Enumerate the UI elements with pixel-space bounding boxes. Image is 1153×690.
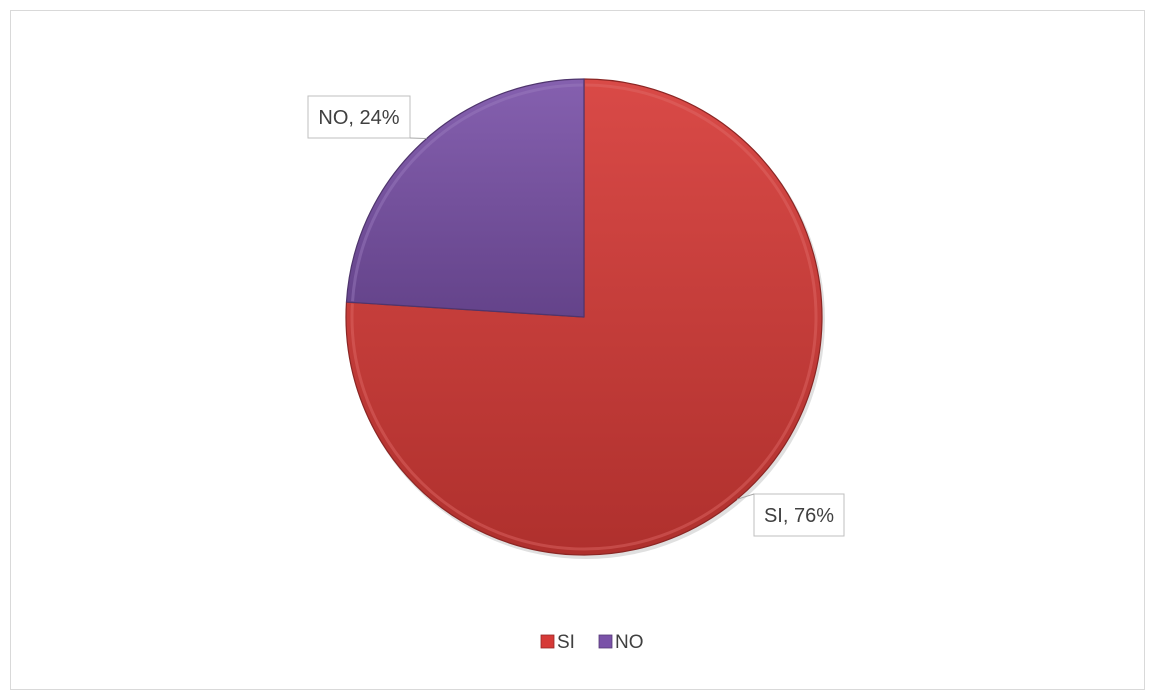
legend: SI NO [541,632,644,653]
data-label-no: NO, 24% [318,107,399,129]
legend-swatch-si [541,635,554,648]
data-label-si: SI, 76% [764,505,834,527]
legend-label-no: NO [615,632,644,653]
pie-slices [346,79,825,559]
legend-swatch-no [599,635,612,648]
legend-label-si: SI [557,632,575,653]
